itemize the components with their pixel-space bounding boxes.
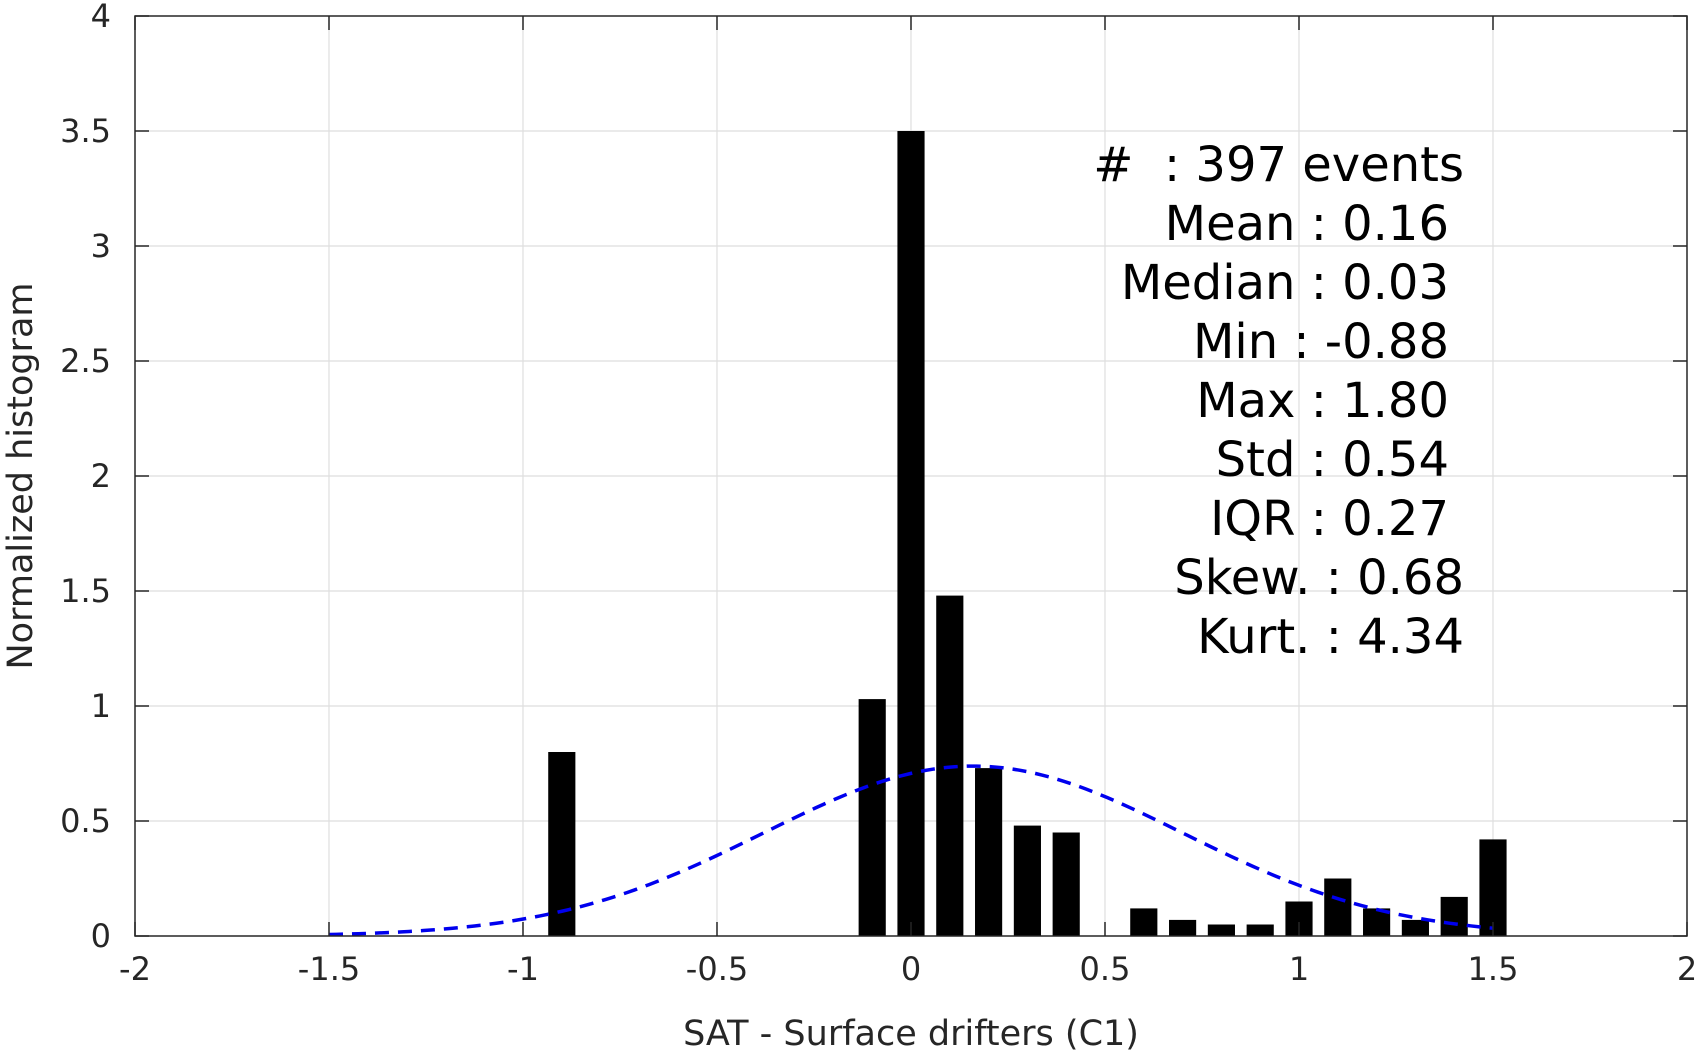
y-tick-label: 1.5 [60,572,111,610]
histogram-bar [1130,908,1158,936]
y-axis-label: Normalized histogram [1,282,41,669]
x-tick-label: -0.5 [686,950,748,988]
histogram-bars [548,131,1507,936]
stat-median: Median : 0.03 [1121,255,1449,311]
x-tick-label: 2 [1677,950,1697,988]
histogram-bar [858,699,886,936]
histogram-bar [1401,919,1429,936]
y-tick-label: 0 [91,917,111,955]
stat-iqr: IQR : 0.27 [1210,491,1449,547]
x-tick-labels: -2 -1.5 -1 -0.5 0 0.5 1 1.5 2 [119,950,1697,988]
y-tick-label: 3 [91,227,111,265]
x-tick-label: -2 [119,950,151,988]
x-tick-label: 0.5 [1080,950,1131,988]
histogram-bar [1246,924,1274,936]
histogram-bar [1013,825,1041,936]
y-tick-labels: 0 0.5 1 1.5 2 2.5 3 3.5 4 [60,0,111,955]
histogram-bar [897,131,925,936]
stat-skew: Skew. : 0.68 [1174,550,1464,606]
y-tick-label: 2 [91,457,111,495]
x-tick-label: 0 [901,950,921,988]
x-axis-label: SAT - Surface drifters (C1) [683,1014,1139,1053]
histogram-bar [975,768,1003,936]
y-tick-label: 1 [91,687,111,725]
y-tick-label: 0.5 [60,802,111,840]
stat-std: Std : 0.54 [1216,432,1449,488]
x-tick-label: -1.5 [298,950,360,988]
axis-ticks [134,15,1688,937]
histogram-bar [1324,878,1352,936]
histogram-bar [1169,919,1197,936]
stat-kurt: Kurt. : 4.34 [1197,609,1464,665]
stat-max: Max : 1.80 [1196,373,1449,429]
stat-count: # : 397 events [1093,137,1464,193]
stat-min: Min : -0.88 [1193,314,1449,370]
y-tick-label: 4 [91,0,111,35]
histogram-bar [1052,832,1080,936]
histogram-bar [1440,896,1468,936]
stat-mean: Mean : 0.16 [1165,196,1449,252]
histogram-bar [1207,924,1235,936]
x-tick-label: 1 [1289,950,1309,988]
y-tick-label: 3.5 [60,112,111,150]
histogram-bar [548,752,576,936]
x-tick-label: -1 [507,950,539,988]
x-tick-label: 1.5 [1468,950,1519,988]
y-tick-label: 2.5 [60,342,111,380]
normal-fit-curve [328,764,1494,937]
stats-annotation: # : 397 events Mean : 0.16 Median : 0.03… [1093,137,1464,665]
histogram-bar [1479,839,1507,936]
